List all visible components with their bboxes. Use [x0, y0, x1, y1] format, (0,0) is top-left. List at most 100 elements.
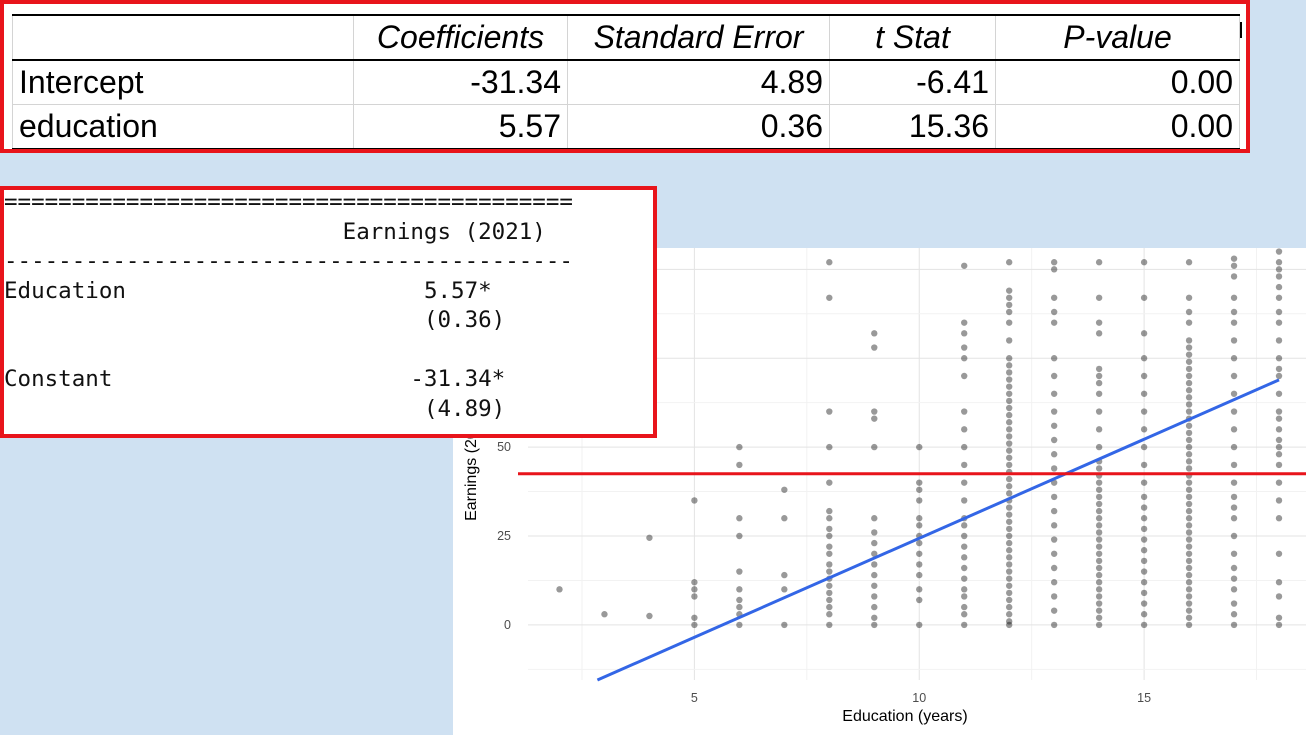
cell-coefficient[interactable]: 5.57	[353, 104, 568, 149]
data-point	[646, 612, 653, 620]
data-point	[1140, 621, 1148, 629]
rule-mid: ----------------------------------------…	[4, 248, 573, 274]
data-point	[1095, 600, 1103, 607]
data-point	[1050, 436, 1058, 444]
data-point	[826, 532, 833, 540]
header-standard-error[interactable]: Standard Error	[567, 14, 830, 61]
data-point	[826, 259, 833, 266]
data-point	[1230, 294, 1238, 301]
data-point	[1050, 390, 1058, 397]
data-point	[1005, 518, 1013, 525]
data-point	[1185, 586, 1193, 593]
data-point	[871, 408, 878, 415]
data-point	[1005, 490, 1013, 497]
cell-standard-error[interactable]: 4.89	[567, 59, 830, 105]
data-point	[1095, 607, 1103, 614]
data-point	[1230, 319, 1238, 326]
data-point	[1230, 493, 1238, 501]
data-point	[871, 603, 878, 611]
data-point	[1005, 596, 1013, 604]
cell-standard-error[interactable]: 0.36	[567, 104, 830, 149]
data-point	[1185, 500, 1193, 508]
data-point	[1185, 621, 1193, 629]
data-point	[1095, 365, 1103, 373]
x-axis-title: Education (years)	[842, 708, 967, 725]
excel-regression-panel: Coefficients Standard Error t Stat P-val…	[0, 0, 1250, 153]
cell-coefficient[interactable]: -31.34	[353, 59, 568, 105]
data-point	[1140, 568, 1148, 575]
data-point	[1140, 408, 1148, 415]
data-point	[1140, 589, 1148, 597]
data-point	[1185, 479, 1193, 486]
y-tick-label: 0	[504, 618, 511, 632]
se-constant: (4.89)	[423, 395, 506, 422]
data-point	[1275, 319, 1283, 326]
data-point	[736, 461, 743, 469]
data-point	[1005, 319, 1013, 326]
data-point	[1005, 337, 1013, 344]
data-point	[871, 330, 878, 337]
data-point	[1275, 479, 1283, 486]
data-point	[961, 586, 968, 593]
data-point	[1140, 259, 1148, 266]
cell-p-value[interactable]: 0.00	[995, 104, 1240, 149]
data-point	[1050, 294, 1058, 301]
axis-ticks: 5 10 15 0 25 50	[497, 440, 1151, 705]
data-point	[1095, 557, 1103, 565]
row-label-education[interactable]: education	[12, 104, 354, 149]
data-point	[1185, 557, 1193, 565]
data-point	[736, 443, 743, 451]
data-point	[1140, 461, 1148, 469]
data-point	[826, 582, 833, 589]
data-point	[1185, 550, 1193, 557]
data-point	[1230, 532, 1238, 540]
data-point	[1140, 547, 1148, 554]
row-label-intercept[interactable]: Intercept	[12, 59, 354, 105]
data-points	[556, 248, 1283, 629]
cell-t-stat[interactable]: -6.41	[829, 59, 996, 105]
data-point	[1230, 504, 1238, 511]
data-point	[1185, 308, 1193, 316]
data-point	[1050, 522, 1058, 529]
header-coefficients[interactable]: Coefficients	[353, 14, 568, 61]
data-point	[1005, 433, 1013, 440]
cell-t-stat[interactable]: 15.36	[829, 104, 996, 149]
header-t-stat[interactable]: t Stat	[829, 14, 996, 61]
data-point	[1275, 515, 1283, 522]
data-point	[1275, 283, 1283, 291]
data-point	[1005, 419, 1013, 426]
data-point	[871, 443, 878, 451]
cell-p-value[interactable]: 0.00	[995, 59, 1240, 105]
data-point	[1005, 390, 1013, 397]
data-point	[1185, 319, 1193, 326]
data-point	[1185, 493, 1193, 501]
data-point	[1185, 394, 1193, 401]
data-point	[961, 443, 968, 451]
data-point	[1275, 355, 1283, 362]
data-point	[1275, 365, 1283, 373]
data-point	[1230, 586, 1238, 593]
data-point	[1050, 422, 1058, 429]
data-point	[1185, 344, 1193, 351]
data-point	[1005, 411, 1013, 419]
data-point	[1050, 319, 1058, 326]
data-point	[1185, 429, 1193, 437]
data-point	[916, 571, 923, 579]
data-point	[1005, 621, 1013, 629]
data-point	[601, 611, 608, 618]
data-point	[1185, 607, 1193, 614]
data-point	[1005, 461, 1013, 469]
data-point	[1005, 454, 1013, 461]
data-point	[691, 593, 698, 600]
data-point	[1005, 568, 1013, 575]
data-point	[1185, 529, 1193, 536]
data-point	[1095, 507, 1103, 515]
data-point	[1275, 408, 1283, 415]
data-point	[1230, 262, 1238, 269]
data-point	[1005, 475, 1013, 483]
header-p-value[interactable]: P-value	[995, 14, 1240, 61]
data-point	[826, 525, 833, 533]
data-point	[1230, 600, 1238, 607]
data-point	[961, 355, 968, 362]
row-label-education: Education	[4, 277, 126, 304]
